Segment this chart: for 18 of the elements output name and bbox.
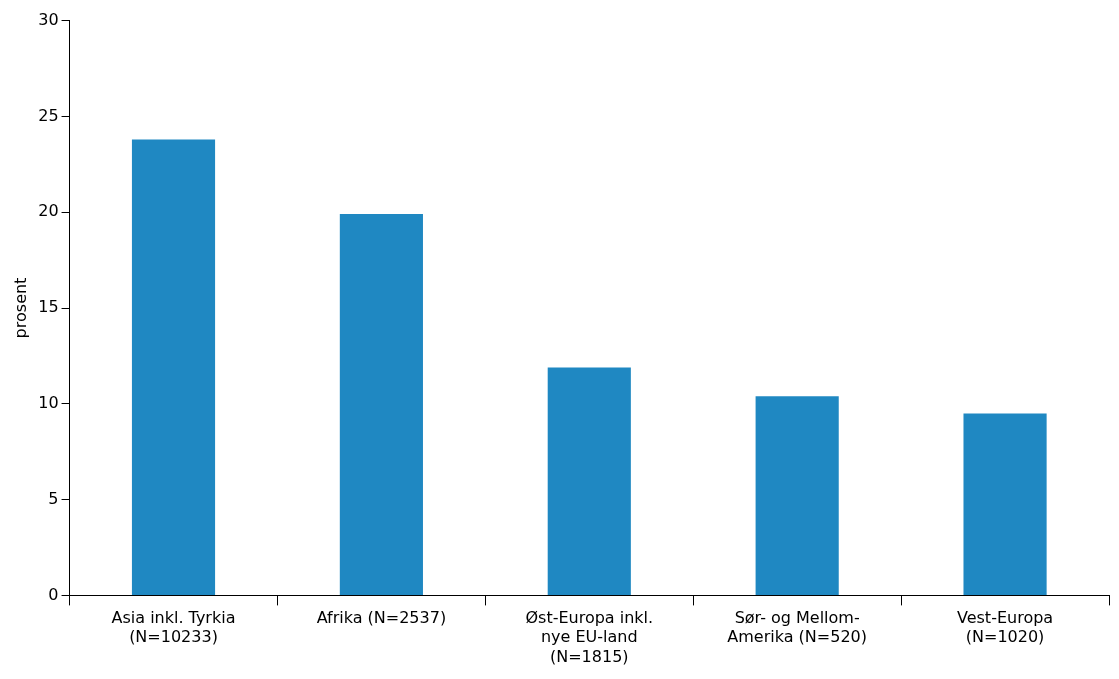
y-tick-label: 20 [38, 201, 59, 221]
y-tick-label: 25 [38, 105, 59, 125]
bar [547, 367, 631, 595]
y-axis-title: prosent [10, 277, 30, 339]
x-tick-label: Vest-Europa (N=1020) [956, 608, 1054, 647]
x-tick-label: Øst-Europa inkl. nye EU-land (N=1815) [525, 608, 654, 666]
bar [963, 413, 1047, 595]
y-tick-label: 15 [38, 297, 59, 317]
bar [339, 214, 423, 595]
x-tick-label: Afrika (N=2537) [316, 608, 447, 628]
x-tick-label: Asia inkl. Tyrkia (N=10233) [111, 608, 236, 647]
y-tick-label: 0 [48, 584, 59, 604]
y-tick-label: 5 [48, 488, 59, 508]
y-tick-label: 10 [38, 392, 59, 412]
y-tick-label: 30 [38, 9, 59, 29]
bar [755, 396, 839, 595]
bar [131, 139, 216, 595]
x-tick-label: Sør- og Mellom-Amerika (N=520) [727, 608, 867, 647]
